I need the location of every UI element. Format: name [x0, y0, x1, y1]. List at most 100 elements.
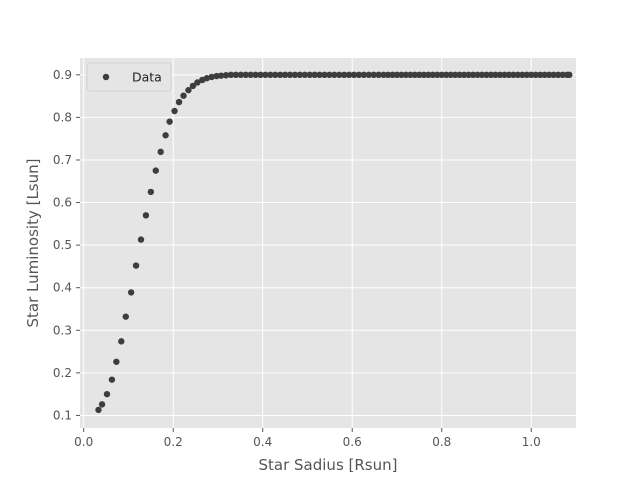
x-ticks: 0.0 0.2 0.4 0.6 0.8 1.0: [74, 428, 541, 449]
y-tick-label: 0.5: [53, 238, 72, 252]
data-point: [541, 71, 548, 79]
data-point: [276, 71, 284, 79]
x-tick-label: 0.8: [432, 435, 451, 449]
data-point: [469, 71, 477, 79]
data-point: [194, 79, 201, 86]
data-points: [95, 71, 573, 414]
plot-background: [80, 58, 576, 428]
data-point: [550, 71, 557, 79]
data-point: [103, 390, 111, 398]
data-point: [147, 188, 155, 196]
data-point: [416, 71, 423, 79]
data-point: [247, 71, 254, 79]
data-point: [296, 71, 304, 79]
data-point: [203, 75, 210, 82]
x-tick-label: 0.6: [343, 435, 362, 449]
data-point: [291, 71, 299, 79]
data-point: [98, 401, 106, 408]
data-point: [355, 71, 363, 79]
data-point: [227, 71, 235, 79]
x-tick-label: 0.0: [74, 435, 93, 449]
y-tick-label: 0.8: [53, 110, 72, 124]
data-point: [545, 71, 553, 79]
data-point: [536, 71, 544, 79]
data-point: [523, 71, 530, 79]
data-point: [281, 71, 289, 79]
data-point: [425, 71, 432, 79]
data-point: [171, 107, 178, 115]
data-point: [505, 71, 513, 79]
x-tick-label: 0.2: [164, 435, 183, 449]
data-point: [389, 71, 396, 79]
data-point: [252, 71, 259, 79]
data-point: [152, 167, 159, 174]
y-tick-label: 0.3: [53, 323, 72, 337]
data-point: [257, 71, 264, 79]
legend-box: [86, 62, 172, 92]
data-point: [336, 71, 343, 79]
data-point: [316, 71, 323, 79]
data-point: [262, 71, 269, 79]
data-point: [118, 338, 125, 345]
data-point: [208, 73, 215, 81]
data-point: [166, 118, 173, 125]
data-point: [301, 71, 308, 79]
data-point: [407, 71, 414, 79]
data-point: [189, 82, 197, 90]
data-point: [402, 71, 410, 79]
data-point: [175, 98, 183, 106]
y-tick-label: 0.1: [53, 408, 72, 422]
data-point: [142, 212, 150, 219]
y-tick-label: 0.9: [53, 68, 72, 82]
data-point: [447, 71, 454, 79]
data-point: [566, 71, 573, 79]
data-point: [162, 132, 169, 139]
y-tick-label: 0.4: [53, 281, 72, 295]
data-point: [519, 71, 526, 79]
data-point: [311, 71, 318, 79]
data-point: [222, 72, 230, 79]
legend-marker: [102, 73, 110, 81]
data-point: [510, 71, 517, 79]
data-point: [237, 71, 244, 79]
data-point: [514, 71, 522, 79]
data-point: [132, 262, 140, 269]
data-point: [272, 71, 279, 79]
data-point: [478, 71, 486, 79]
data-point: [113, 358, 120, 365]
data-point: [217, 72, 225, 79]
data-point: [122, 313, 129, 320]
data-point: [487, 71, 495, 79]
data-point: [185, 86, 192, 94]
data-point: [375, 71, 382, 79]
data-point: [157, 148, 164, 156]
data-point: [286, 71, 294, 79]
data-point: [434, 71, 441, 79]
data-point: [108, 376, 116, 383]
data-point: [127, 289, 135, 296]
data-point: [180, 92, 187, 99]
data-point: [451, 71, 459, 79]
data-point: [345, 71, 353, 79]
data-point: [384, 71, 392, 79]
y-axis-label: Star Luminosity [Lsun]: [24, 159, 42, 328]
data-point: [443, 71, 450, 79]
data-point: [137, 236, 145, 243]
data-point: [554, 71, 562, 79]
y-tick-label: 0.2: [53, 366, 72, 380]
data-point: [393, 71, 401, 79]
data-point: [398, 71, 405, 79]
data-point: [496, 71, 504, 79]
data-point: [483, 71, 490, 79]
data-point: [370, 71, 377, 79]
legend[interactable]: Data: [86, 62, 172, 92]
data-point: [331, 71, 338, 79]
x-tick-label: 1.0: [522, 435, 541, 449]
data-point: [350, 71, 358, 79]
data-point: [501, 71, 508, 79]
data-point: [321, 71, 328, 79]
data-point: [559, 71, 566, 79]
legend-label: Data: [132, 70, 162, 85]
y-tick-label: 0.6: [53, 196, 72, 210]
